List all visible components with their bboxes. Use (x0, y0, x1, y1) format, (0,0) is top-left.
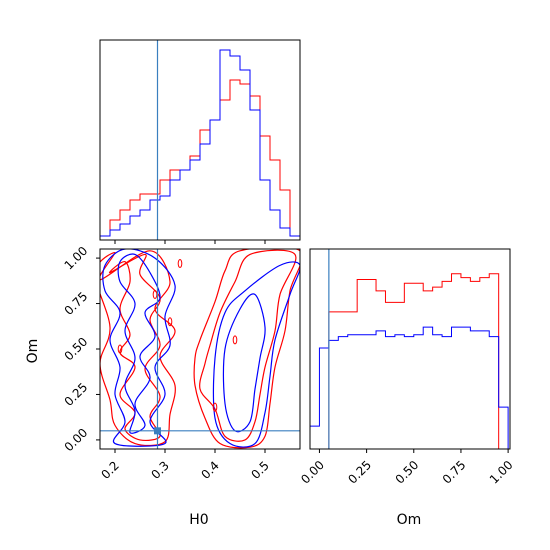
om-tick-label-3: 0.75 (440, 458, 469, 487)
histogram-series-0 (310, 273, 509, 450)
contour-series-1-level-0 (117, 253, 161, 434)
contour-series-0-level-0 (108, 253, 161, 442)
axes-frame (99, 39, 301, 241)
contour-series-1-level-2 (102, 249, 176, 447)
h0-tick-label-3: 0.5 (248, 458, 271, 481)
contour-island-1 (167, 317, 173, 327)
h0-om-contour-panel: 0.2 0.3 0.4 0.5 0.00 0.25 0.50 0.75 1.00 (62, 244, 301, 482)
contour-series-0-level-1 (199, 249, 297, 442)
om-y-tick-label-1: 0.25 (62, 380, 91, 409)
contour-island-0 (177, 259, 183, 269)
joint-contours (100, 249, 300, 449)
contour-series-1-level-3 (212, 261, 300, 448)
contour-series-1-level-1 (222, 293, 266, 433)
om-tick-label-0: 0.00 (298, 458, 327, 487)
h0-tick-label-0: 0.2 (98, 458, 121, 481)
contour-island-2 (212, 402, 218, 412)
om-y-tick-label-3: 0.75 (62, 289, 91, 318)
om-axis-label-y: Om (25, 339, 41, 364)
om-y-tick-label-2: 0.50 (62, 335, 91, 364)
om-tick-label-1: 0.25 (345, 458, 374, 487)
contour-series-0-level-3 (193, 249, 300, 449)
om-tick-label-4: 1.00 (487, 458, 516, 487)
h0-tick-label-2: 0.4 (198, 458, 221, 481)
h0-axis-label: H0 (189, 512, 208, 528)
contour-island-3 (232, 335, 238, 345)
om-axis-label-x: Om (397, 512, 422, 528)
om-y-tick-label-0: 0.00 (62, 426, 91, 455)
contour-island-4 (117, 344, 123, 354)
om-tick-label-2: 0.50 (393, 458, 422, 487)
axes-frame (309, 248, 511, 450)
histogram-series-0 (99, 79, 301, 240)
h0-marginal-histogram (99, 39, 301, 244)
h0-tick-label-1: 0.3 (148, 458, 171, 481)
om-marginal-histogram: 0.00 0.25 0.50 0.75 1.00 (298, 248, 516, 487)
histogram-series-1 (309, 326, 509, 449)
contour-series-0-level-2 (100, 250, 176, 447)
contour-island-5 (152, 289, 158, 299)
om-y-tick-label-4: 1.00 (62, 244, 91, 273)
histogram-series-1 (99, 49, 301, 240)
truth-marker (154, 427, 161, 435)
